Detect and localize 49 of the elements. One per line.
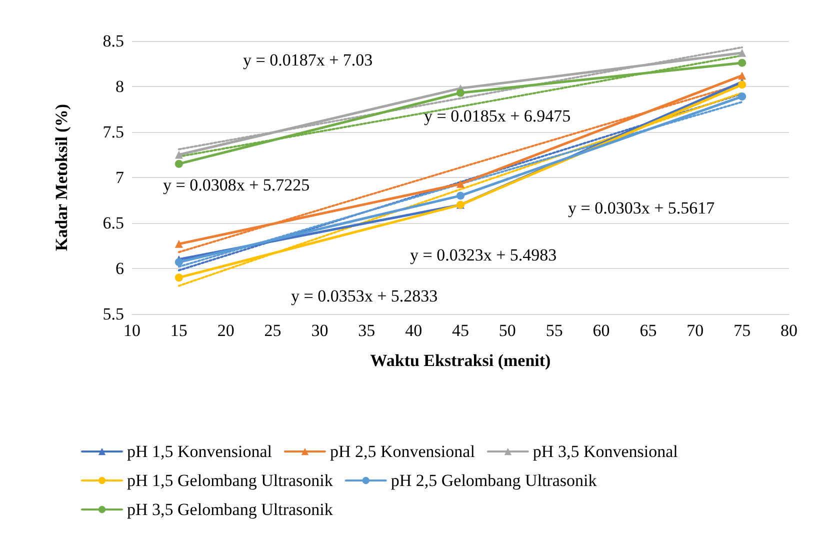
point <box>174 240 183 248</box>
x-tick-label: 80 <box>780 321 798 340</box>
x-tick-label: 35 <box>358 321 376 340</box>
x-tick-label: 70 <box>686 321 704 340</box>
point <box>456 180 464 188</box>
point <box>456 88 464 97</box>
y-tick-label: 7 <box>116 168 124 187</box>
point <box>738 92 746 101</box>
legend-label: pH 3,5 Konvensional <box>532 442 678 461</box>
y-tick-label: 6 <box>116 259 124 278</box>
point <box>174 150 183 159</box>
x-tick-label: 30 <box>311 321 328 340</box>
point <box>738 72 746 80</box>
y-tick-label: 7.5 <box>102 122 124 142</box>
y-tick-label: 8 <box>116 77 124 96</box>
annotation: y = 0.0308x + 5.7225 <box>163 176 310 194</box>
point <box>738 48 746 57</box>
point <box>174 160 183 168</box>
point <box>456 192 464 200</box>
x-tick-label: 40 <box>405 321 422 340</box>
y-tick-label: 6.5 <box>102 214 124 232</box>
annotation: y = 0.0187x + 7.03 <box>243 50 373 70</box>
x-axis-title: Waktu Ekstraksi (menit) <box>370 351 551 370</box>
y-tick-label: 5.5 <box>102 304 124 324</box>
x-tick-label: 50 <box>498 321 516 340</box>
legend-label: pH 2,5 Gelombang Ultrasonik <box>390 471 598 490</box>
x-tick-label: 45 <box>452 321 469 340</box>
legend-label: pH 2,5 Konvensional <box>330 442 476 461</box>
point <box>738 80 746 89</box>
annotation: y = 0.0323x + 5.4983 <box>410 246 557 264</box>
point <box>174 258 183 266</box>
x-tick-label: 75 <box>734 321 751 340</box>
legend-label: pH 3,5 Gelombang Ultrasonik <box>127 500 334 519</box>
point <box>738 58 746 67</box>
y-tick-label: 8.5 <box>102 32 124 50</box>
point <box>174 274 183 282</box>
x-tick-label: 25 <box>264 321 282 340</box>
legend-label: pH 1,5 Konvensional <box>127 442 272 461</box>
x-tick-label: 60 <box>592 321 610 340</box>
legend-label: pH 1,5 Gelombang Ultrasonik <box>127 471 334 490</box>
y-axis-title: Kadar Metoksil (%) <box>52 104 71 252</box>
annotation: y = 0.0353x + 5.2833 <box>291 286 438 306</box>
annotation: y = 0.0185x + 6.9475 <box>424 106 571 126</box>
x-tick-label: 15 <box>170 321 188 340</box>
x-tick-label: 20 <box>217 321 234 340</box>
x-tick-label: 55 <box>546 321 563 340</box>
x-tick-label: 65 <box>640 321 657 340</box>
x-tick-label: 10 <box>124 321 140 340</box>
annotation: y = 0.0303x + 5.5617 <box>568 198 716 218</box>
